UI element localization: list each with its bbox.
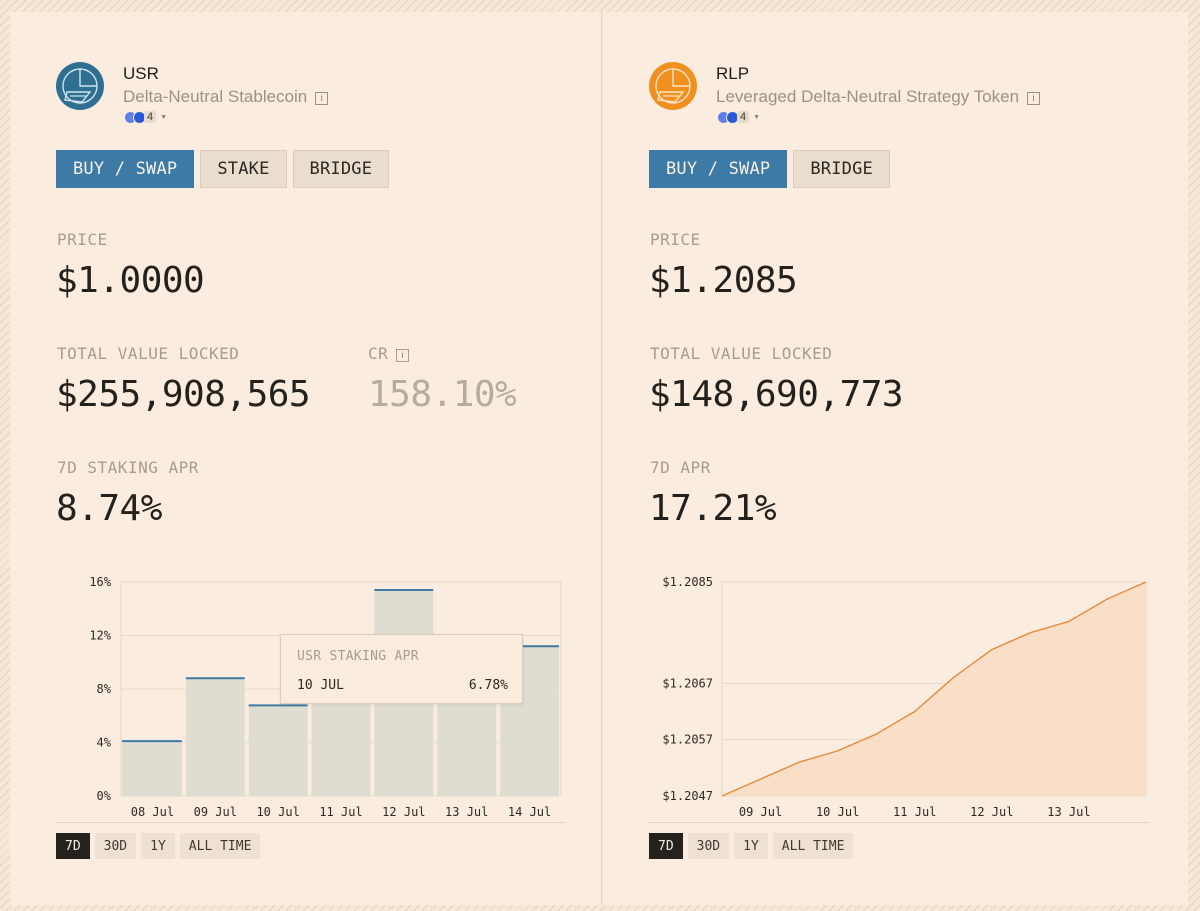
rlp-subtitle-text: Leveraged Delta-Neutral Strategy Token xyxy=(716,87,1020,106)
rlp-tvl-value: $148,690,773 xyxy=(649,374,904,415)
area-fill xyxy=(722,582,1146,796)
rlp-price-value: $1.2085 xyxy=(649,260,798,301)
bridge-button[interactable]: BRIDGE xyxy=(793,150,890,188)
rlp-action-bar: BUY / SWAP BRIDGE xyxy=(649,150,890,188)
rlp-apr-value: 17.21% xyxy=(649,488,777,529)
usr-card: USR Delta-Neutral Stablecoin i 4 ▼ BUY / … xyxy=(10,12,602,905)
range-30d[interactable]: 30D xyxy=(94,833,137,859)
usr-subtitle-text: Delta-Neutral Stablecoin xyxy=(123,87,308,106)
usr-range-tabs: 7D 30D 1Y ALL TIME xyxy=(56,833,261,859)
usr-cr-label-text: CR xyxy=(368,344,389,363)
range-1y[interactable]: 1Y xyxy=(141,833,175,859)
rlp-range-tabs: 7D 30D 1Y ALL TIME xyxy=(649,833,854,859)
usr-action-bar: BUY / SWAP STAKE BRIDGE xyxy=(56,150,390,188)
y-tick-label: 4% xyxy=(97,736,112,750)
x-tick-label: 14 Jul xyxy=(508,805,551,819)
buy-swap-button[interactable]: BUY / SWAP xyxy=(56,150,195,188)
rlp-chain-count: 4 xyxy=(737,111,750,123)
range-7d[interactable]: 7D xyxy=(56,833,90,859)
usr-apr-chart[interactable]: 0% 4% 8% 12% 16% 08 Jul 09 Jul 10 Jul 11 Jul 12 J… xyxy=(56,564,566,819)
y-tick-label: $1.2047 xyxy=(662,789,713,803)
x-tick-label: 10 Jul xyxy=(256,805,299,819)
y-tick-label: $1.2057 xyxy=(662,733,713,747)
rlp-apr-label: 7D APR xyxy=(650,458,711,477)
x-tick-label: 09 Jul xyxy=(194,805,237,819)
rlp-price-label: PRICE xyxy=(650,230,701,249)
rlp-price-chart[interactable]: $1.2047 $1.2057 $1.2067 $1.2085 09 Jul 10 Jul… xyxy=(649,564,1149,819)
range-7d[interactable]: 7D xyxy=(649,833,683,859)
x-tick-label: 13 Jul xyxy=(445,805,488,819)
x-tick-label: 12 Jul xyxy=(382,805,425,819)
usr-apr-value: 8.74% xyxy=(56,488,162,529)
bar xyxy=(311,699,371,796)
usr-apr-label: 7D STAKING APR xyxy=(57,458,199,477)
rlp-card: RLP Leveraged Delta-Neutral Strategy Tok… xyxy=(603,12,1188,905)
range-all-time[interactable]: ALL TIME xyxy=(179,833,261,859)
x-tick-label: 10 Jul xyxy=(816,805,859,819)
y-tick-label: 12% xyxy=(89,629,111,643)
range-30d[interactable]: 30D xyxy=(687,833,730,859)
rlp-token-subtitle: Leveraged Delta-Neutral Strategy Token i xyxy=(716,87,1041,107)
y-tick-label: 0% xyxy=(97,789,112,803)
usr-chain-selector[interactable]: 4 ▼ xyxy=(124,110,167,124)
usr-tvl-value: $255,908,565 xyxy=(56,374,311,415)
rlp-tvl-label: TOTAL VALUE LOCKED xyxy=(650,344,833,363)
usr-price-label: PRICE xyxy=(57,230,108,249)
rlp-area-chart-svg: $1.2047 $1.2057 $1.2067 $1.2085 09 Jul 10 Jul… xyxy=(662,575,1147,819)
chevron-down-icon: ▼ xyxy=(160,113,168,121)
chevron-down-icon: ▼ xyxy=(753,113,761,121)
bar xyxy=(122,741,182,796)
info-icon[interactable]: i xyxy=(315,92,329,105)
rlp-token-name: RLP xyxy=(716,64,750,83)
usr-token-name: USR xyxy=(123,64,159,83)
divider xyxy=(649,822,1149,823)
range-all-time[interactable]: ALL TIME xyxy=(772,833,854,859)
tooltip-date: 10 JUL xyxy=(297,678,344,693)
rlp-logo xyxy=(649,62,697,110)
usr-chain-count: 4 xyxy=(144,111,157,123)
usr-chart-tooltip: USR STAKING APR 10 JUL 6.78% xyxy=(280,634,523,704)
tooltip-title: USR STAKING APR xyxy=(297,649,419,664)
info-icon[interactable]: i xyxy=(396,349,410,362)
x-tick-label: 09 Jul xyxy=(739,805,782,819)
y-tick-label: $1.2085 xyxy=(662,575,713,589)
usr-tvl-label: TOTAL VALUE LOCKED xyxy=(57,344,240,363)
x-tick-label: 08 Jul xyxy=(131,805,174,819)
buy-swap-button[interactable]: BUY / SWAP xyxy=(649,150,788,188)
x-tick-label: 11 Jul xyxy=(319,805,362,819)
x-tick-label: 13 Jul xyxy=(1047,805,1090,819)
usr-token-subtitle: Delta-Neutral Stablecoin i xyxy=(123,87,329,107)
bar xyxy=(248,705,308,796)
usr-cr-value: 158.10% xyxy=(368,374,517,415)
tooltip-value: 6.78% xyxy=(468,678,508,693)
y-tick-label: 16% xyxy=(89,575,111,589)
bridge-button[interactable]: BRIDGE xyxy=(292,150,390,188)
usr-logo xyxy=(56,62,104,110)
rlp-chain-selector[interactable]: 4 ▼ xyxy=(717,110,760,124)
usr-price-value: $1.0000 xyxy=(56,260,205,301)
range-1y[interactable]: 1Y xyxy=(734,833,768,859)
y-tick-label: $1.2067 xyxy=(662,676,713,690)
bar xyxy=(185,678,245,796)
x-tick-label: 11 Jul xyxy=(893,805,936,819)
stake-button[interactable]: STAKE xyxy=(200,150,287,188)
y-tick-label: 8% xyxy=(97,682,112,696)
series-line xyxy=(721,581,1147,797)
usr-cr-label: CR i xyxy=(368,344,410,363)
divider xyxy=(56,822,566,823)
x-tick-label: 12 Jul xyxy=(970,805,1013,819)
info-icon[interactable]: i xyxy=(1027,92,1041,105)
